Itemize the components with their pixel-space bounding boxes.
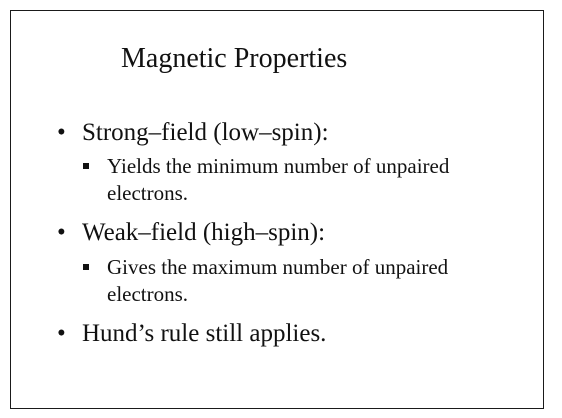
bullet-dot-icon: • — [57, 119, 66, 146]
bullet-text: Hund’s rule still applies. — [82, 320, 327, 347]
bullet-dot-icon: • — [57, 219, 66, 246]
square-bullet-icon — [83, 163, 89, 169]
slide-title: Magnetic Properties — [121, 43, 348, 74]
slide-frame: Magnetic Properties • Strong–field (low–… — [10, 10, 544, 409]
sub-bullet-text: Yields the minimum number of unpaired el… — [107, 154, 450, 205]
sub-bullet-text: Gives the maximum number of unpaired ele… — [107, 255, 449, 306]
bullet-text: Strong–field (low–spin): — [82, 119, 329, 146]
bullet-dot-icon: • — [57, 320, 66, 347]
bullet-text: Weak–field (high–spin): — [82, 219, 326, 246]
square-bullet-icon — [83, 264, 89, 270]
